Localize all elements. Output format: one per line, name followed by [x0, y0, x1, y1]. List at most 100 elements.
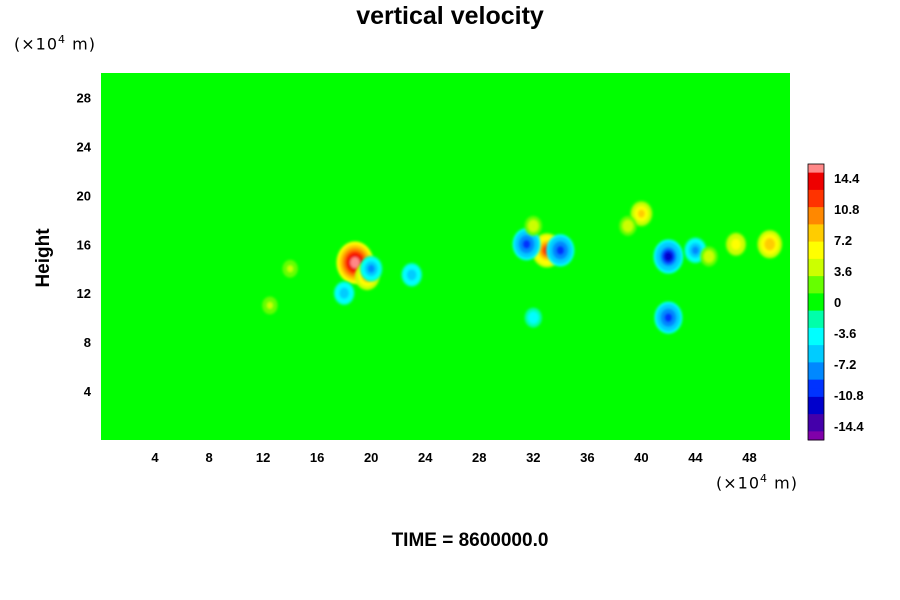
x-tick-label: 36 — [580, 450, 594, 465]
colorbar-segment — [808, 396, 824, 406]
x-tick-label: 12 — [256, 450, 270, 465]
y-tick-label: 28 — [77, 90, 91, 105]
y-tick-label: 20 — [77, 188, 91, 203]
feature-contour — [530, 222, 537, 230]
feature-contour — [340, 289, 348, 298]
colorbar-segment — [808, 241, 824, 251]
velocity-feature — [262, 296, 278, 315]
colorbar-segment — [808, 431, 824, 441]
y-tick-label: 16 — [77, 237, 91, 252]
colorbar-label: 14.4 — [834, 171, 860, 186]
feature-contour — [691, 246, 699, 255]
colorbar-label: 0 — [834, 295, 841, 310]
x-tick-label: 28 — [472, 450, 486, 465]
colorbar-segment — [808, 172, 824, 182]
x-tick-label: 4 — [151, 450, 159, 465]
colorbar-label: 7.2 — [834, 233, 852, 248]
colorbar-segment — [808, 198, 824, 208]
velocity-feature — [700, 246, 718, 267]
velocity-feature — [512, 228, 541, 261]
colorbar-segment — [808, 319, 824, 329]
y-tick-label: 4 — [84, 384, 92, 399]
x-tick-label: 40 — [634, 450, 648, 465]
colorbar-label: 10.8 — [834, 202, 859, 217]
colorbar-frame — [807, 163, 825, 441]
feature-contour — [530, 314, 537, 322]
x-tick-label: 16 — [310, 450, 324, 465]
y-unit-suffix: m) — [66, 34, 96, 54]
colorbar-segment — [808, 276, 824, 286]
x-tick-label: 24 — [418, 450, 433, 465]
colorbar-segment — [808, 293, 824, 303]
feature-contour — [522, 239, 531, 249]
colorbar-label: -3.6 — [834, 326, 856, 341]
colorbar-segment — [808, 250, 824, 260]
x-tick-label: 48 — [742, 450, 756, 465]
colorbar-segment — [808, 164, 824, 174]
colorbar-segment — [808, 336, 824, 346]
feature-contour — [266, 302, 273, 309]
x-tick-label: 44 — [688, 450, 703, 465]
colorbar-segment — [808, 379, 824, 389]
colorbar-segment — [808, 267, 824, 277]
colorbar-label: -7.2 — [834, 357, 856, 372]
feature-contour — [732, 240, 740, 249]
velocity-feature — [757, 230, 782, 259]
colorbar-segment — [808, 371, 824, 381]
velocity-feature — [524, 307, 542, 328]
feature-contour — [367, 264, 375, 273]
velocity-feature — [630, 200, 653, 227]
y-unit-prefix: (×10 — [14, 34, 59, 54]
colorbar-segment — [808, 388, 824, 398]
colorbar-segment — [808, 284, 824, 294]
feature-contour — [556, 245, 565, 255]
x-tick-label: 20 — [364, 450, 378, 465]
x-unit-prefix: (×10 — [716, 473, 761, 493]
velocity-feature — [333, 281, 355, 306]
colorbar-segment — [808, 224, 824, 234]
feature-contour — [408, 270, 416, 279]
velocity-feature — [653, 239, 684, 274]
colorbar-segment — [808, 353, 824, 363]
colorbar-segment — [808, 207, 824, 217]
x-unit-suffix: m) — [768, 473, 798, 493]
colorbar: 14.4 10.8 7.2 3.6 0 -3.6 -7.2 -10.8 -14.4 — [807, 163, 864, 441]
velocity-feature — [619, 216, 637, 236]
velocity-feature — [524, 216, 542, 236]
colorbar-label: 3.6 — [834, 264, 852, 279]
colorbar-segment — [808, 345, 824, 355]
feature-contour — [624, 222, 631, 230]
velocity-feature — [546, 234, 575, 267]
feature-contour — [664, 313, 673, 323]
x-tick-label: 32 — [526, 450, 540, 465]
y-unit-exponent: 4 — [58, 33, 67, 46]
colorbar-segment — [808, 233, 824, 243]
y-axis-unit: (×104 m) — [14, 33, 96, 53]
colorbar-segment — [808, 422, 824, 432]
colorbar-segment — [808, 181, 824, 191]
velocity-feature — [401, 262, 423, 287]
colorbar-segment — [808, 302, 824, 312]
velocity-feature — [359, 255, 383, 282]
feature-contour — [350, 257, 360, 269]
feature-contour — [287, 265, 294, 273]
x-axis-unit: (×104 m) — [716, 472, 798, 492]
velocity-feature — [654, 301, 683, 334]
field-layer — [101, 73, 790, 440]
y-tick-label: 24 — [77, 139, 92, 154]
velocity-feature — [282, 259, 298, 278]
y-tick-label: 12 — [77, 286, 91, 301]
y-tick-label: 8 — [84, 335, 91, 350]
colorbar-segment — [808, 310, 824, 320]
colorbar-segment — [808, 362, 824, 372]
colorbar-label: -10.8 — [834, 388, 864, 403]
velocity-feature — [725, 232, 747, 257]
feature-contour — [766, 240, 774, 249]
colorbar-segment — [808, 215, 824, 225]
x-tick-label: 8 — [205, 450, 212, 465]
feature-contour — [637, 209, 645, 218]
chart-title: vertical velocity — [356, 2, 544, 30]
feature-contour — [705, 252, 713, 261]
feature-contour — [664, 251, 673, 262]
